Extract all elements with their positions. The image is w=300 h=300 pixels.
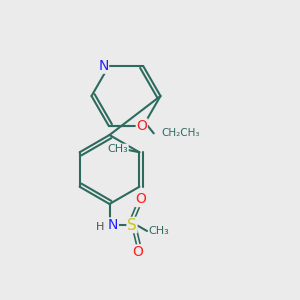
Text: CH₂CH₃: CH₂CH₃ [161, 128, 200, 138]
Text: H: H [96, 221, 105, 232]
Text: N: N [108, 218, 118, 232]
Text: O: O [133, 245, 143, 259]
Text: CH₃: CH₃ [107, 144, 128, 154]
Text: O: O [136, 119, 147, 133]
Text: O: O [136, 193, 146, 206]
Text: S: S [127, 218, 137, 232]
Text: N: N [98, 59, 109, 73]
Text: CH₃: CH₃ [148, 226, 170, 236]
